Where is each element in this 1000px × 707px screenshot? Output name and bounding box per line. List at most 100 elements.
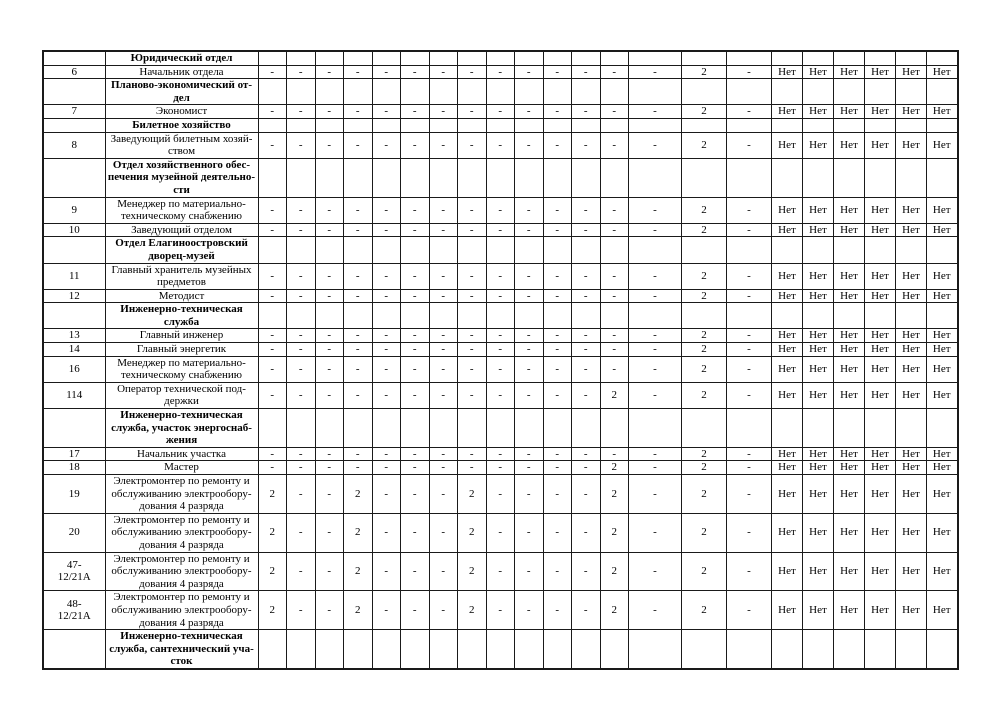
- data-cell: -: [485, 512, 515, 553]
- data-cell: [371, 629, 401, 670]
- data-cell: Нет: [771, 196, 803, 224]
- data-cell: -: [599, 131, 629, 159]
- data-cell: Нет: [864, 104, 896, 119]
- data-cell: -: [628, 222, 682, 238]
- data-cell: [286, 408, 316, 448]
- row-number-cell: [42, 408, 106, 448]
- data-cell: -: [457, 328, 487, 344]
- section-row: Юридический отдел: [42, 50, 958, 66]
- data-cell: -: [457, 64, 487, 80]
- data-cell: Нет: [864, 474, 896, 514]
- section-row: Инженерно-техническая служба: [42, 302, 958, 330]
- data-cell: [771, 408, 803, 448]
- data-cell: -: [257, 131, 287, 159]
- section-title-cell: Билетное хозяйство: [104, 117, 259, 133]
- data-cell: -: [514, 196, 544, 224]
- data-cell: -: [485, 288, 515, 304]
- data-cell: [485, 408, 515, 448]
- data-cell: [400, 50, 430, 66]
- data-cell: [343, 302, 373, 330]
- data-cell: -: [571, 460, 601, 475]
- data-cell: [895, 302, 927, 330]
- data-cell: -: [726, 131, 772, 159]
- data-cell: -: [257, 355, 287, 383]
- data-cell: -: [257, 342, 287, 357]
- data-cell: -: [485, 64, 515, 80]
- data-cell: -: [343, 262, 373, 290]
- data-cell: [343, 408, 373, 448]
- data-cell: -: [628, 262, 682, 290]
- data-cell: [599, 629, 629, 670]
- data-cell: Нет: [771, 355, 803, 383]
- data-cell: [599, 302, 629, 330]
- data-cell: -: [400, 328, 430, 344]
- data-cell: [514, 50, 544, 66]
- data-cell: 2: [681, 446, 727, 462]
- table-row: 13 Главный инженер - - - - - - - - - - - - - -2- Нет Нет Н…: [42, 328, 958, 344]
- data-cell: -: [257, 262, 287, 290]
- data-cell: -: [286, 474, 316, 514]
- data-cell: Нет: [833, 64, 865, 80]
- data-cell: -: [286, 104, 316, 119]
- data-cell: Нет: [833, 381, 865, 410]
- data-cell: -: [400, 512, 430, 553]
- data-cell: -: [726, 474, 772, 514]
- data-cell: 2: [681, 131, 727, 159]
- data-cell: Нет: [926, 131, 958, 159]
- data-cell: -: [286, 222, 316, 238]
- data-cell: -: [571, 551, 601, 592]
- data-cell: [926, 78, 958, 106]
- data-cell: -: [257, 196, 287, 224]
- data-cell: [428, 117, 458, 133]
- data-cell: [771, 50, 803, 66]
- data-cell: [314, 408, 344, 448]
- data-cell: [571, 78, 601, 106]
- data-cell: -: [314, 104, 344, 119]
- data-cell: -: [514, 328, 544, 344]
- data-cell: [771, 302, 803, 330]
- data-cell: [726, 302, 772, 330]
- data-cell: -: [628, 64, 682, 80]
- data-cell: 2: [681, 222, 727, 238]
- data-cell: -: [343, 446, 373, 462]
- data-cell: [599, 236, 629, 264]
- data-cell: -: [726, 222, 772, 238]
- data-cell: Нет: [895, 474, 927, 514]
- table-row: 18 Мастер - - - - - - - - - - - -2-2- Нет Нет Нет Нет Нет Н…: [42, 460, 958, 475]
- data-cell: [802, 78, 834, 106]
- data-cell: -: [428, 222, 458, 238]
- data-cell: -: [286, 196, 316, 224]
- table-row: 10 Заведующий отделом - - - - - - - - - - - - - -2- Нет Н…: [42, 222, 958, 238]
- data-cell: -: [726, 64, 772, 80]
- data-cell: -: [628, 288, 682, 304]
- row-number-cell: 12: [42, 288, 106, 304]
- section-title-cell: Инженерно-техническая служба, сантехниче…: [104, 629, 259, 670]
- data-cell: 2: [343, 590, 373, 631]
- data-cell: [681, 78, 727, 106]
- table-row: 14 Главный энергетик - - - - - - - - - - - - - -2- Нет Не…: [42, 342, 958, 357]
- data-cell: [599, 157, 629, 198]
- data-cell: -: [542, 551, 572, 592]
- data-cell: Нет: [771, 131, 803, 159]
- row-number-cell: 7: [42, 104, 106, 119]
- row-number-cell: 19: [42, 474, 106, 514]
- data-cell: [457, 78, 487, 106]
- data-cell: [599, 50, 629, 66]
- data-cell: Нет: [771, 262, 803, 290]
- data-cell: -: [571, 342, 601, 357]
- data-cell: -: [428, 551, 458, 592]
- table-row: 17 Начальник участка - - - - - - - - - - - - - -2- Нет Не…: [42, 446, 958, 462]
- data-cell: -: [286, 262, 316, 290]
- data-cell: [926, 408, 958, 448]
- data-cell: [681, 117, 727, 133]
- data-cell: -: [343, 460, 373, 475]
- data-cell: Нет: [895, 131, 927, 159]
- data-cell: 2: [681, 262, 727, 290]
- data-cell: -: [457, 446, 487, 462]
- data-cell: -: [371, 131, 401, 159]
- data-cell: [428, 629, 458, 670]
- data-cell: Нет: [895, 355, 927, 383]
- data-cell: -: [485, 222, 515, 238]
- data-cell: -: [400, 288, 430, 304]
- data-cell: -: [428, 328, 458, 344]
